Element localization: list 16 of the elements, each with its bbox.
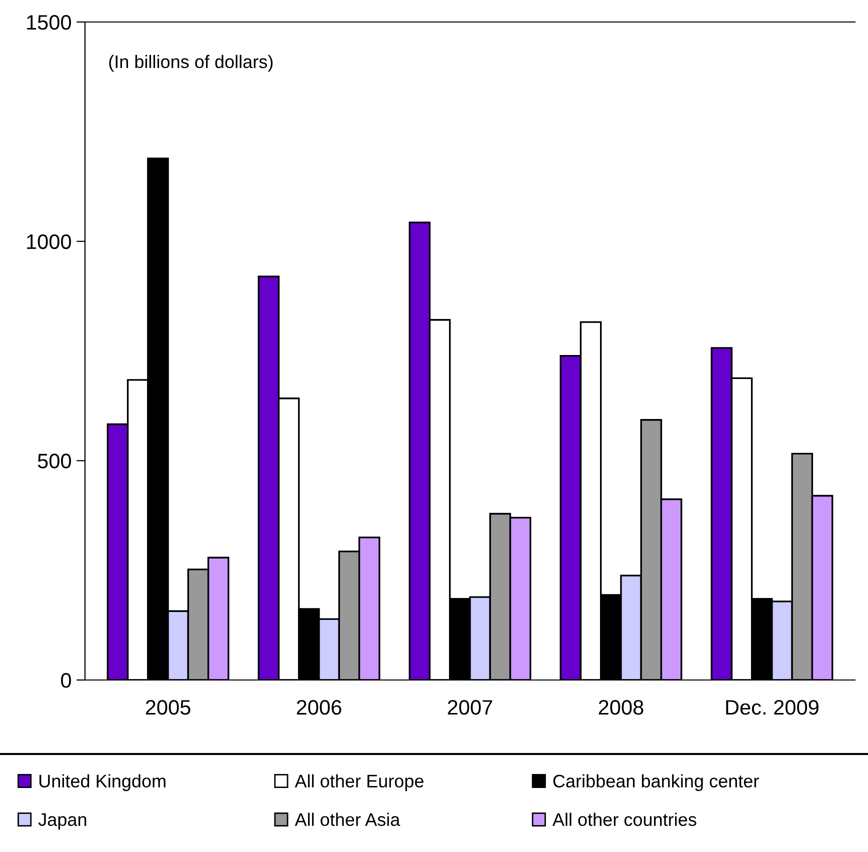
- legend-label: All other countries: [552, 812, 696, 826]
- x-tick-label: Dec. 2009: [726, 700, 818, 715]
- y-tick-label: 500: [38, 454, 71, 468]
- legend-label: Caribbean banking center: [553, 774, 759, 792]
- annotation: (In billions of dollars): [109, 54, 273, 72]
- legend-label: United Kingdom: [40, 774, 166, 792]
- y-tick-label: 0: [61, 673, 71, 688]
- x-tick-label: 2006: [296, 700, 342, 715]
- legend-label: Japan: [38, 813, 86, 830]
- y-tick-label: 1000: [27, 234, 71, 250]
- x-tick-label: 2007: [448, 700, 492, 715]
- y-tick-label: 1500: [27, 15, 71, 30]
- x-tick-label: 2005: [146, 700, 190, 715]
- legend-label: All other Europe: [294, 774, 424, 792]
- x-tick-label: 2008: [598, 700, 644, 715]
- legend-label: All other Asia: [294, 812, 400, 826]
